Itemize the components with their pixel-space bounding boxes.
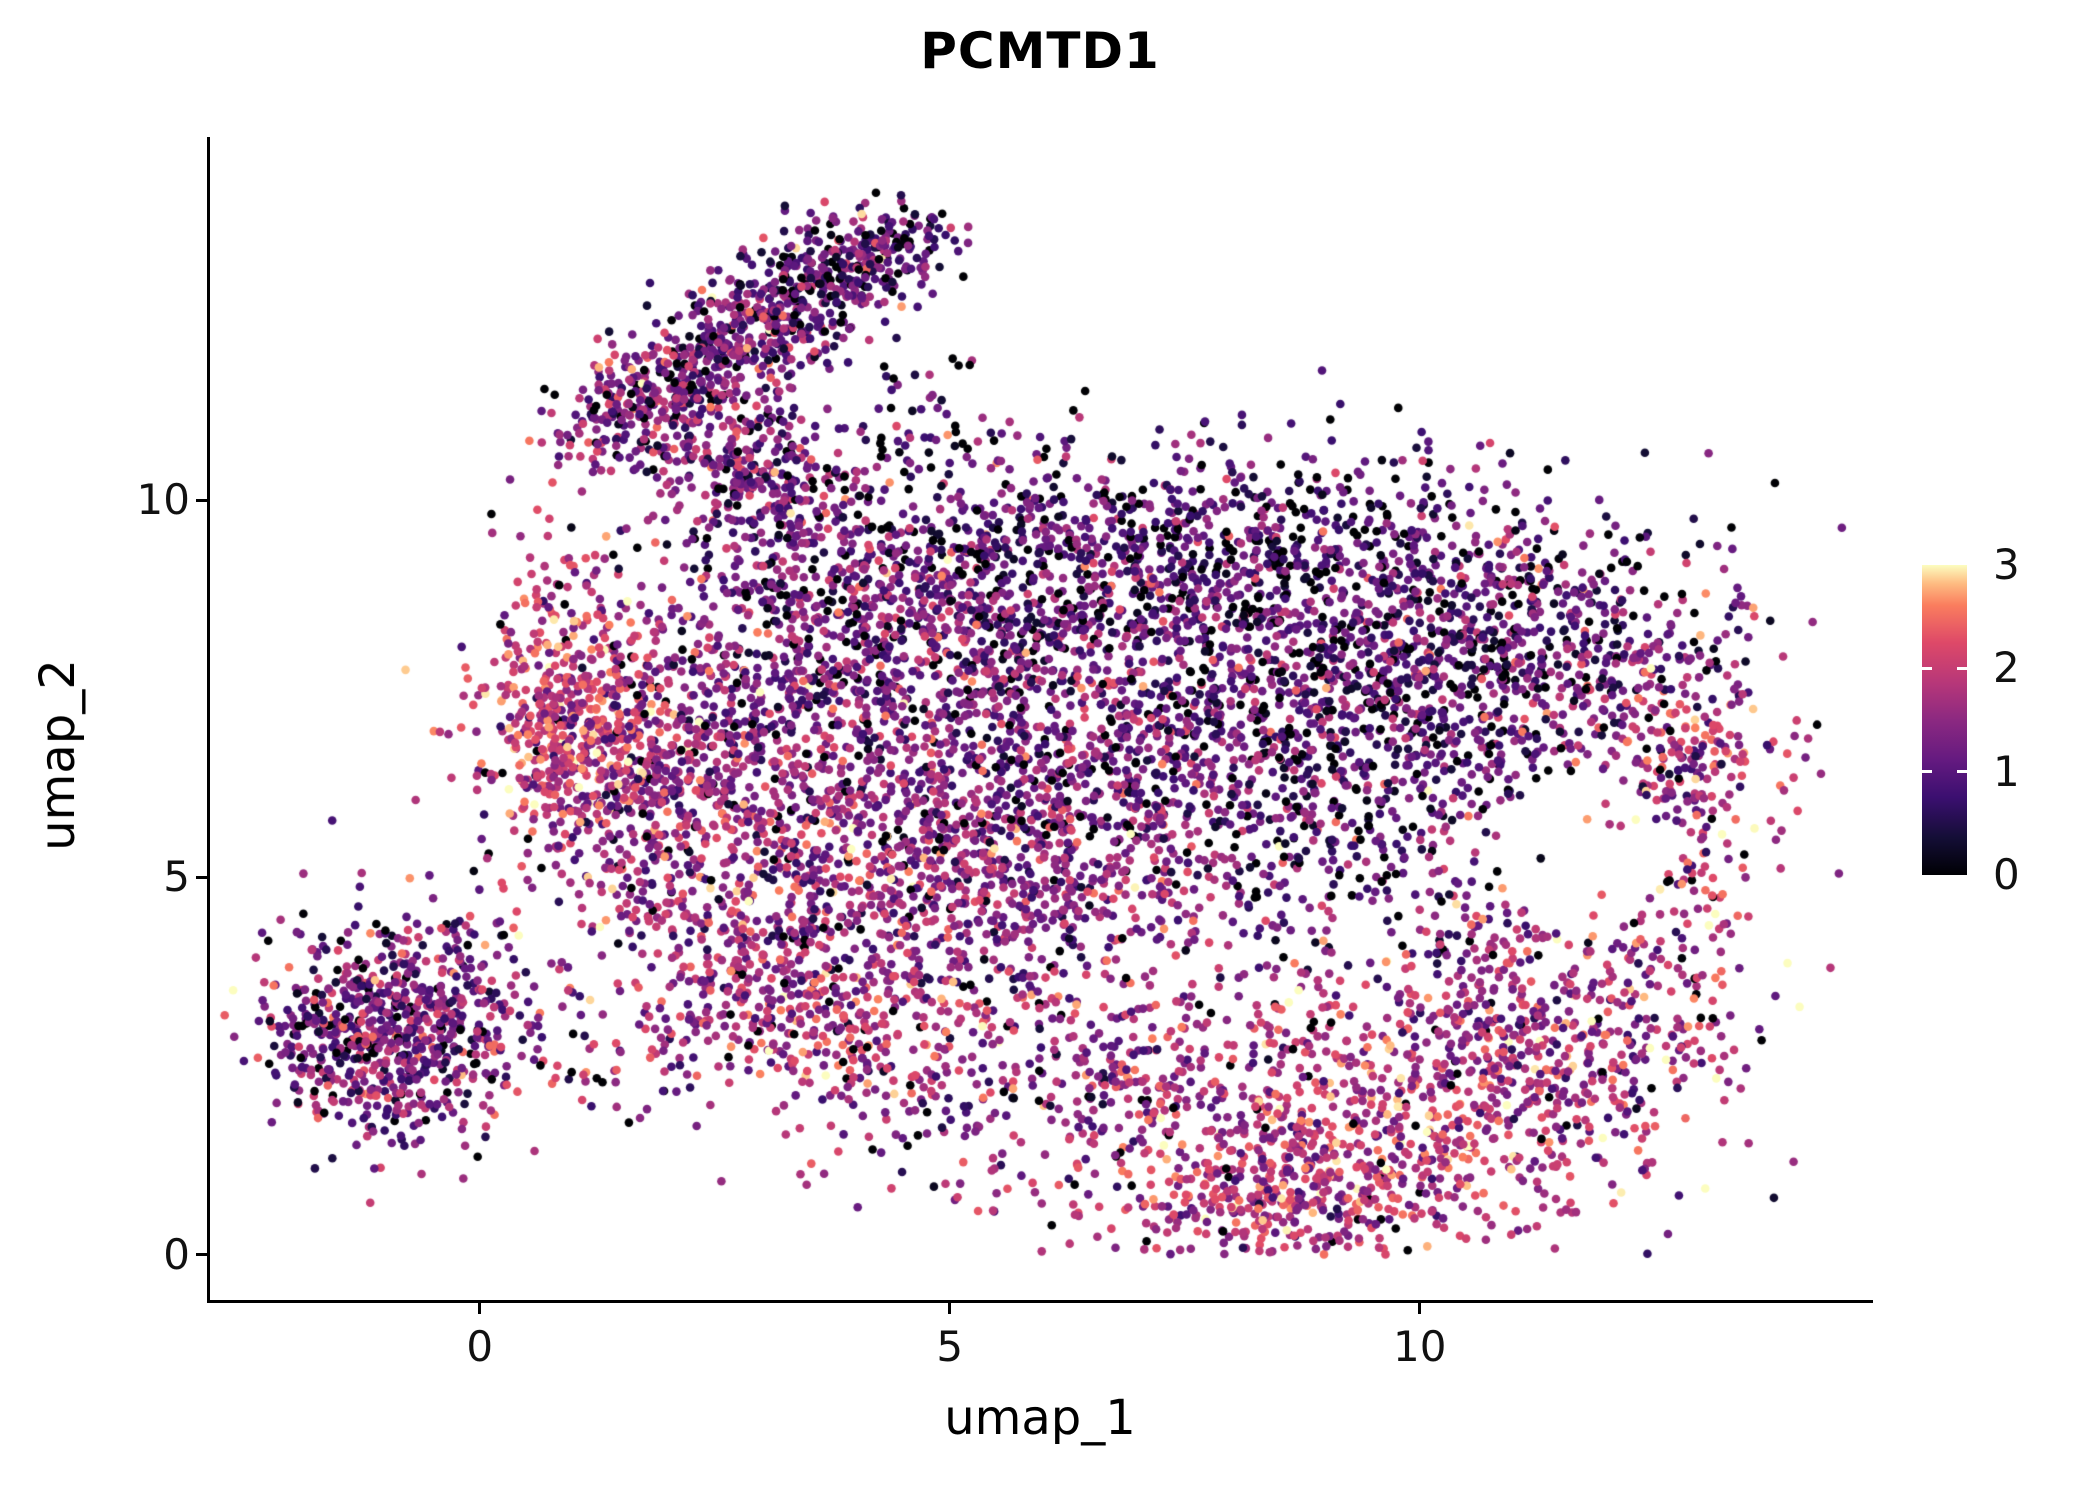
colorbar-tick-mark (1957, 770, 1967, 774)
x-tick-label: 5 (936, 1322, 964, 1371)
colorbar-tick-label: 3 (1993, 540, 2020, 589)
y-axis-line (207, 137, 210, 1303)
x-axis-line (207, 1300, 1873, 1303)
x-tick-mark (478, 1300, 482, 1314)
y-tick-mark (196, 1253, 210, 1257)
colorbar-tick-mark (1957, 666, 1967, 670)
colorbar-tick-label: 0 (1993, 850, 2020, 899)
colorbar-tick-mark (1922, 770, 1932, 774)
x-tick-mark (1418, 1300, 1422, 1314)
colorbar-tick-mark (1922, 666, 1932, 670)
y-axis-title: umap_2 (30, 659, 86, 851)
x-tick-label: 10 (1393, 1322, 1447, 1371)
x-tick-label: 0 (466, 1322, 494, 1371)
y-tick-label: 0 (163, 1229, 190, 1279)
colorbar-tick-label: 1 (1993, 746, 2020, 796)
x-tick-mark (948, 1300, 952, 1314)
y-tick-mark (196, 498, 210, 502)
colorbar-gradient (1922, 565, 1967, 875)
y-tick-mark (196, 875, 210, 879)
y-tick-label: 10 (136, 475, 190, 524)
y-tick-label: 5 (163, 852, 190, 902)
x-axis-title: umap_1 (944, 1390, 1136, 1446)
colorbar-tick-label: 2 (1993, 643, 2020, 693)
plot-title: PCMTD1 (920, 22, 1160, 80)
